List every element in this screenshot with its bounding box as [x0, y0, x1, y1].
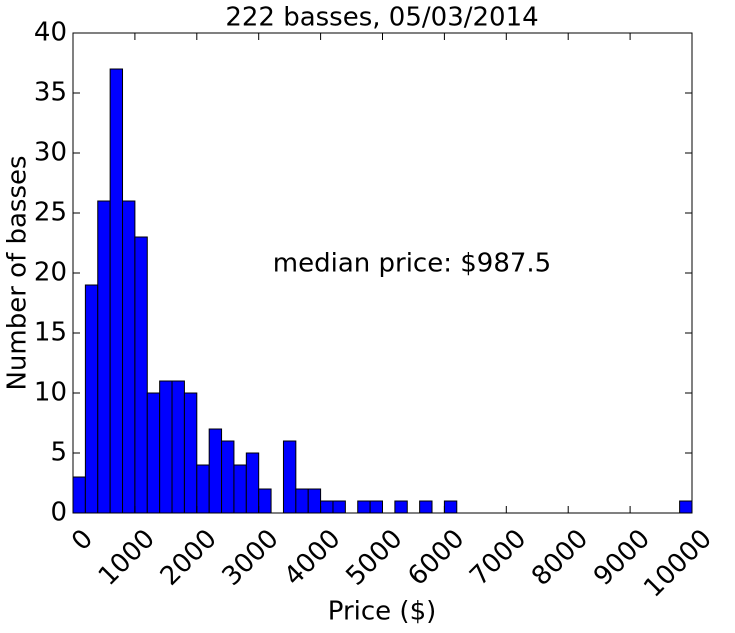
bar [369, 500, 383, 514]
annotation: median price: $987.5 [273, 249, 551, 279]
x-tick-label: 1000 [93, 524, 161, 592]
bar [233, 464, 247, 514]
y-tick-label: 10 [34, 378, 67, 408]
y-tick-label: 20 [34, 258, 67, 288]
x-tick-label: 6000 [402, 524, 470, 592]
x-tick-label: 0 [66, 524, 99, 557]
bar [282, 440, 297, 514]
bar [394, 500, 408, 514]
chart-title: 222 basses, 05/03/2014 [225, 3, 538, 33]
bar [357, 500, 371, 514]
bar [320, 500, 334, 514]
bar [97, 200, 111, 514]
bar [72, 476, 86, 514]
x-tick-label: 8000 [526, 524, 594, 592]
bar [183, 392, 198, 514]
bar [146, 392, 161, 514]
bar [258, 488, 272, 514]
bar [245, 452, 260, 514]
bar [208, 428, 223, 514]
y-tick-label: 30 [34, 138, 67, 168]
y-axis-label: Number of basses [3, 155, 33, 390]
bar [122, 200, 136, 514]
y-tick-label: 15 [34, 318, 67, 348]
x-tick-label: 7000 [464, 524, 532, 592]
bar [443, 500, 458, 514]
bar [84, 284, 99, 514]
bar [109, 68, 124, 514]
bar [332, 500, 346, 514]
x-axis-label: Price ($) [328, 597, 437, 627]
bar [196, 464, 210, 514]
bar [679, 500, 693, 514]
bar [419, 500, 433, 514]
y-tick-label: 40 [34, 18, 67, 48]
bar [159, 380, 173, 514]
bar [307, 488, 322, 514]
y-tick-label: 5 [50, 438, 67, 468]
x-tick-label: 2000 [155, 524, 223, 592]
x-tick-label: 5000 [340, 524, 408, 592]
x-tick-label: 10000 [638, 524, 718, 604]
bar [171, 380, 185, 514]
x-tick-label: 4000 [279, 524, 347, 592]
y-tick-label: 0 [50, 498, 67, 528]
y-tick-label: 25 [34, 198, 67, 228]
y-tick-label: 35 [34, 78, 67, 108]
bar [295, 488, 309, 514]
bar [221, 440, 235, 514]
x-tick-label: 3000 [217, 524, 285, 592]
bar [134, 236, 148, 514]
